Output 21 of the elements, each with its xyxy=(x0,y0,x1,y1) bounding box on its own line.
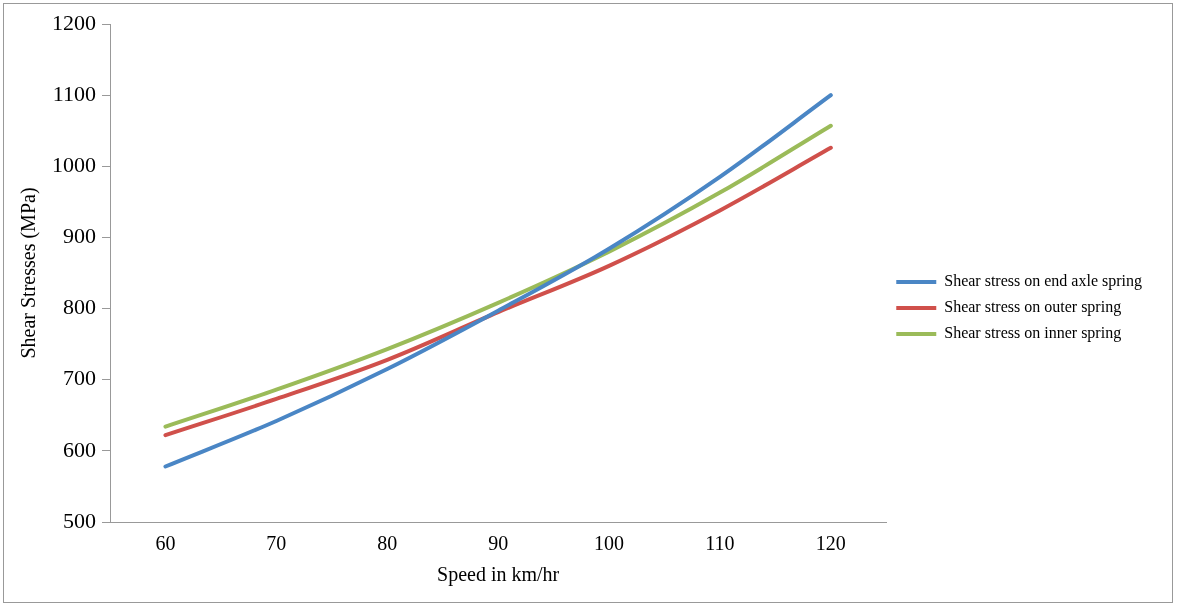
x-tick-label: 60 xyxy=(155,532,176,555)
y-tick-label: 900 xyxy=(63,223,96,249)
legend-label: Shear stress on end axle spring xyxy=(944,272,1142,291)
y-tick-label: 1000 xyxy=(52,152,96,178)
y-tick-label: 800 xyxy=(63,294,96,320)
y-tick-label: 1100 xyxy=(52,80,96,106)
legend-label: Shear stress on outer spring xyxy=(944,298,1122,317)
x-axis-title: Speed in km/hr xyxy=(437,563,560,587)
x-tick-label: 110 xyxy=(705,532,735,555)
y-tick-label: 500 xyxy=(63,507,96,533)
x-tick-label: 80 xyxy=(377,532,398,555)
line-series xyxy=(163,93,833,469)
x-tick-label: 70 xyxy=(266,532,287,555)
legend-label: Shear stress on inner spring xyxy=(944,324,1122,343)
x-tick-label: 90 xyxy=(488,532,509,555)
y-tick-label: 1200 xyxy=(52,9,96,35)
y-axis-title: Shear Stresses (MPa) xyxy=(17,187,41,359)
x-tick-label: 100 xyxy=(594,532,625,555)
y-tick-label: 700 xyxy=(63,365,96,391)
x-tick-label: 120 xyxy=(815,532,846,555)
y-tick-label: 600 xyxy=(63,436,96,462)
